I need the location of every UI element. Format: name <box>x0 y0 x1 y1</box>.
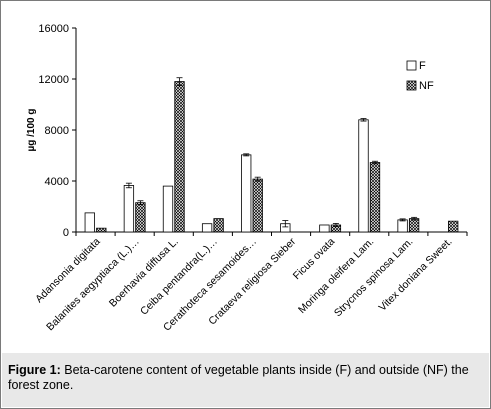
legend-swatch-f <box>406 60 417 71</box>
y-axis-label: µg /100 g <box>26 109 37 152</box>
caption-label: Figure 1: <box>8 363 61 377</box>
category-label: Boerhavia diffusa L. <box>107 236 181 310</box>
bar-f-4 <box>241 154 252 233</box>
legend-label-nf: NF <box>419 80 434 92</box>
legend: F NF <box>406 60 434 92</box>
y-tick-label: 12000 <box>38 74 69 86</box>
bar-chart: 0 4000 8000 12000 16000 µg /100 g Adansonia d… <box>26 23 468 334</box>
bar-f-2 <box>162 185 174 233</box>
bar-f-8 <box>397 219 408 233</box>
bar-nf-9 <box>448 220 459 233</box>
legend-label-f: F <box>419 60 426 72</box>
y-tick-label: 8000 <box>45 125 69 137</box>
bar-f-0 <box>84 212 95 233</box>
bar-nf-0 <box>96 227 107 233</box>
category-label: Ceiba pentandra(L.)… <box>138 236 220 318</box>
y-tick-label: 16000 <box>38 23 69 35</box>
bar-f-1 <box>123 185 135 233</box>
axes: 0 4000 8000 12000 16000 µg /100 g <box>26 23 468 239</box>
bar-nf-3 <box>213 218 224 233</box>
bar-f-7 <box>358 119 369 233</box>
figure-caption: Figure 1: Beta-carotene content of veget… <box>2 353 489 407</box>
bar-nf-2 <box>174 81 185 233</box>
y-tick-label: 0 <box>63 227 69 239</box>
caption-text: Beta-carotene content of vegetable plant… <box>8 363 469 392</box>
bar-nf-7 <box>369 162 381 233</box>
category-label: Vitex doniana Sweet. <box>376 236 454 314</box>
bar-nf-4 <box>252 178 263 233</box>
bars <box>84 77 459 233</box>
legend-swatch-nf <box>406 80 417 91</box>
y-tick-label: 4000 <box>45 176 69 188</box>
bar-f-3 <box>201 223 213 233</box>
category-label: Adansonia digitata <box>33 236 103 306</box>
bar-nf-8 <box>408 218 420 233</box>
bar-nf-1 <box>135 202 146 233</box>
bar-f-6 <box>319 224 330 233</box>
category-label: Moringa oleifera Lam. <box>296 236 376 316</box>
